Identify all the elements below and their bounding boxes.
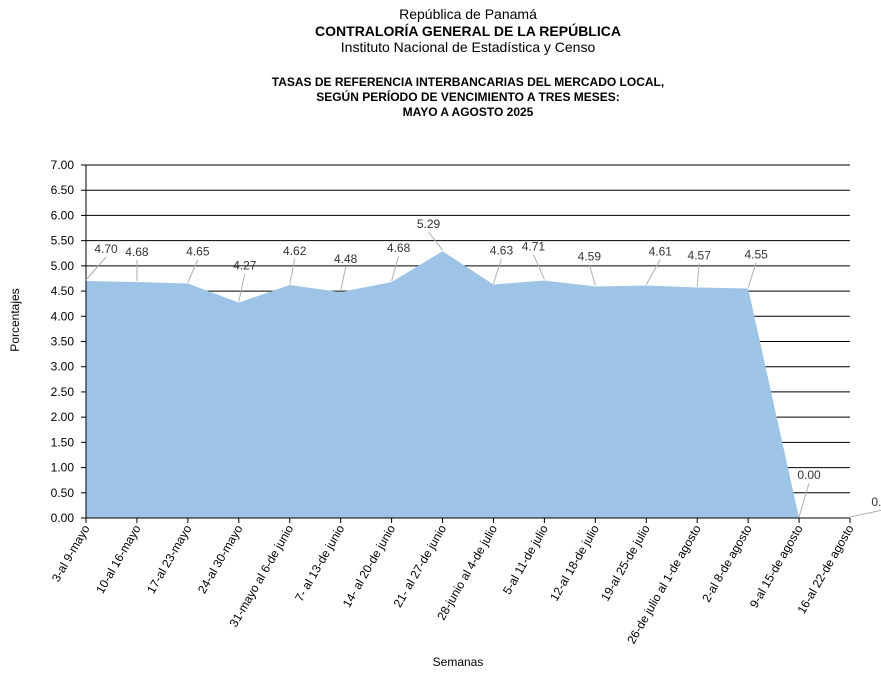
data-labels: 4.70 4.68 4.65 4.27 4.62 4.48 4.68 5.29 4.63 4.71… [85,217,881,518]
data-label-leader [532,254,545,280]
data-label: 4.61 [649,245,673,259]
y-tick-label: 1.50 [51,435,75,449]
data-label: 4.59 [578,250,602,264]
data-label: 4.27 [233,259,257,273]
data-label: 4.68 [387,241,411,255]
x-tick-label: 16-al 22-de agosto [794,522,856,616]
x-tick-label: 19-al 25-de julio [598,522,653,603]
data-label: 4.63 [490,244,514,258]
x-tick-label: 24-al 30-mayo [195,522,246,596]
data-label: 4.70 [94,242,118,256]
y-axis-title: Porcentajes [8,288,22,351]
area-fill [86,251,850,519]
x-tick-label: 21- al 27-de junio [391,522,450,610]
x-tick-labels: 3-al 9-mayo 10-al 16-mayo 17-al 23-mayo 24-… [49,522,857,646]
header-country: República de Panamá [399,6,537,22]
data-label-leader [696,263,700,287]
y-tick-label: 6.00 [51,208,75,222]
data-label: 4.48 [334,252,358,266]
data-label: 4.62 [283,244,307,258]
y-tick-labels: 0.00 0.50 1.00 1.50 2.00 2.50 3.00 3.50 4.00 4.50… [51,158,75,525]
data-label-leader [849,509,881,518]
data-label-leader [187,259,199,283]
x-tick-label: 17-al 23-mayo [144,522,195,596]
y-tick-label: 3.50 [51,335,75,349]
data-label: 4.71 [522,239,546,253]
x-tick-label: 12-al 18-de julio [547,522,602,603]
data-label-leader [798,482,810,518]
data-label-leader [492,258,502,284]
data-label-leader [238,273,246,302]
header-institute: Instituto Nacional de Estadística y Cens… [341,39,596,55]
data-label-leader [588,264,596,286]
data-label: 0.00 [871,495,881,509]
x-tick-label: 5-al 11-de julio [500,522,551,597]
y-tick-label: 0.00 [51,511,75,525]
area-series [86,251,850,519]
data-label: 5.29 [417,217,441,231]
data-label-leader [289,258,296,285]
y-tick-label: 2.00 [51,410,75,424]
y-tick-label: 2.50 [51,385,75,399]
y-tick-label: 7.00 [51,158,75,172]
header-institution: CONTRALORÍA GENERAL DE LA REPÚBLICA [315,22,621,39]
data-label-leader [428,231,443,251]
y-tick-label: 6.50 [51,183,75,197]
x-tick-label: 9-al 15-de agosto [747,522,806,610]
x-tick-label: 14- al 20-de junio [340,522,399,610]
y-tick-label: 5.50 [51,234,75,248]
y-tick-label: 3.00 [51,360,75,374]
y-tick-label: 0.50 [51,486,75,500]
y-tick-label: 4.50 [51,284,75,298]
data-label-leader [340,266,347,292]
data-label: 4.55 [744,248,768,262]
data-label-leader [85,256,107,281]
x-tick-label: 10-al 16-mayo [93,522,144,596]
data-label-leader [747,262,757,288]
x-tick-label: 2-al 8-de agosto [699,522,755,604]
data-label-leader [391,255,400,282]
data-label: 4.57 [688,249,712,263]
x-tick-label: 3-al 9-mayo [49,522,93,584]
chart-title-line-3: MAYO A AGOSTO 2025 [403,105,534,119]
y-tick-label: 1.00 [51,461,75,475]
data-label: 4.68 [125,245,149,259]
data-label: 4.65 [186,245,210,259]
x-axis-title: Semanas [433,655,484,669]
axes [81,164,851,523]
y-tick-label: 4.00 [51,309,75,323]
chart-title-line-2: SEGÚN PERÍODO DE VENCIMIENTO A TRES MESE… [316,89,620,104]
chart-title-line-1: TASAS DE REFERENCIA INTERBANCARIAS DEL M… [272,75,664,89]
x-tick-label: 7- al 13-de junio [292,522,347,604]
y-tick-label: 5.00 [51,259,75,273]
data-label-leader [645,259,661,285]
data-label: 0.00 [797,468,821,482]
